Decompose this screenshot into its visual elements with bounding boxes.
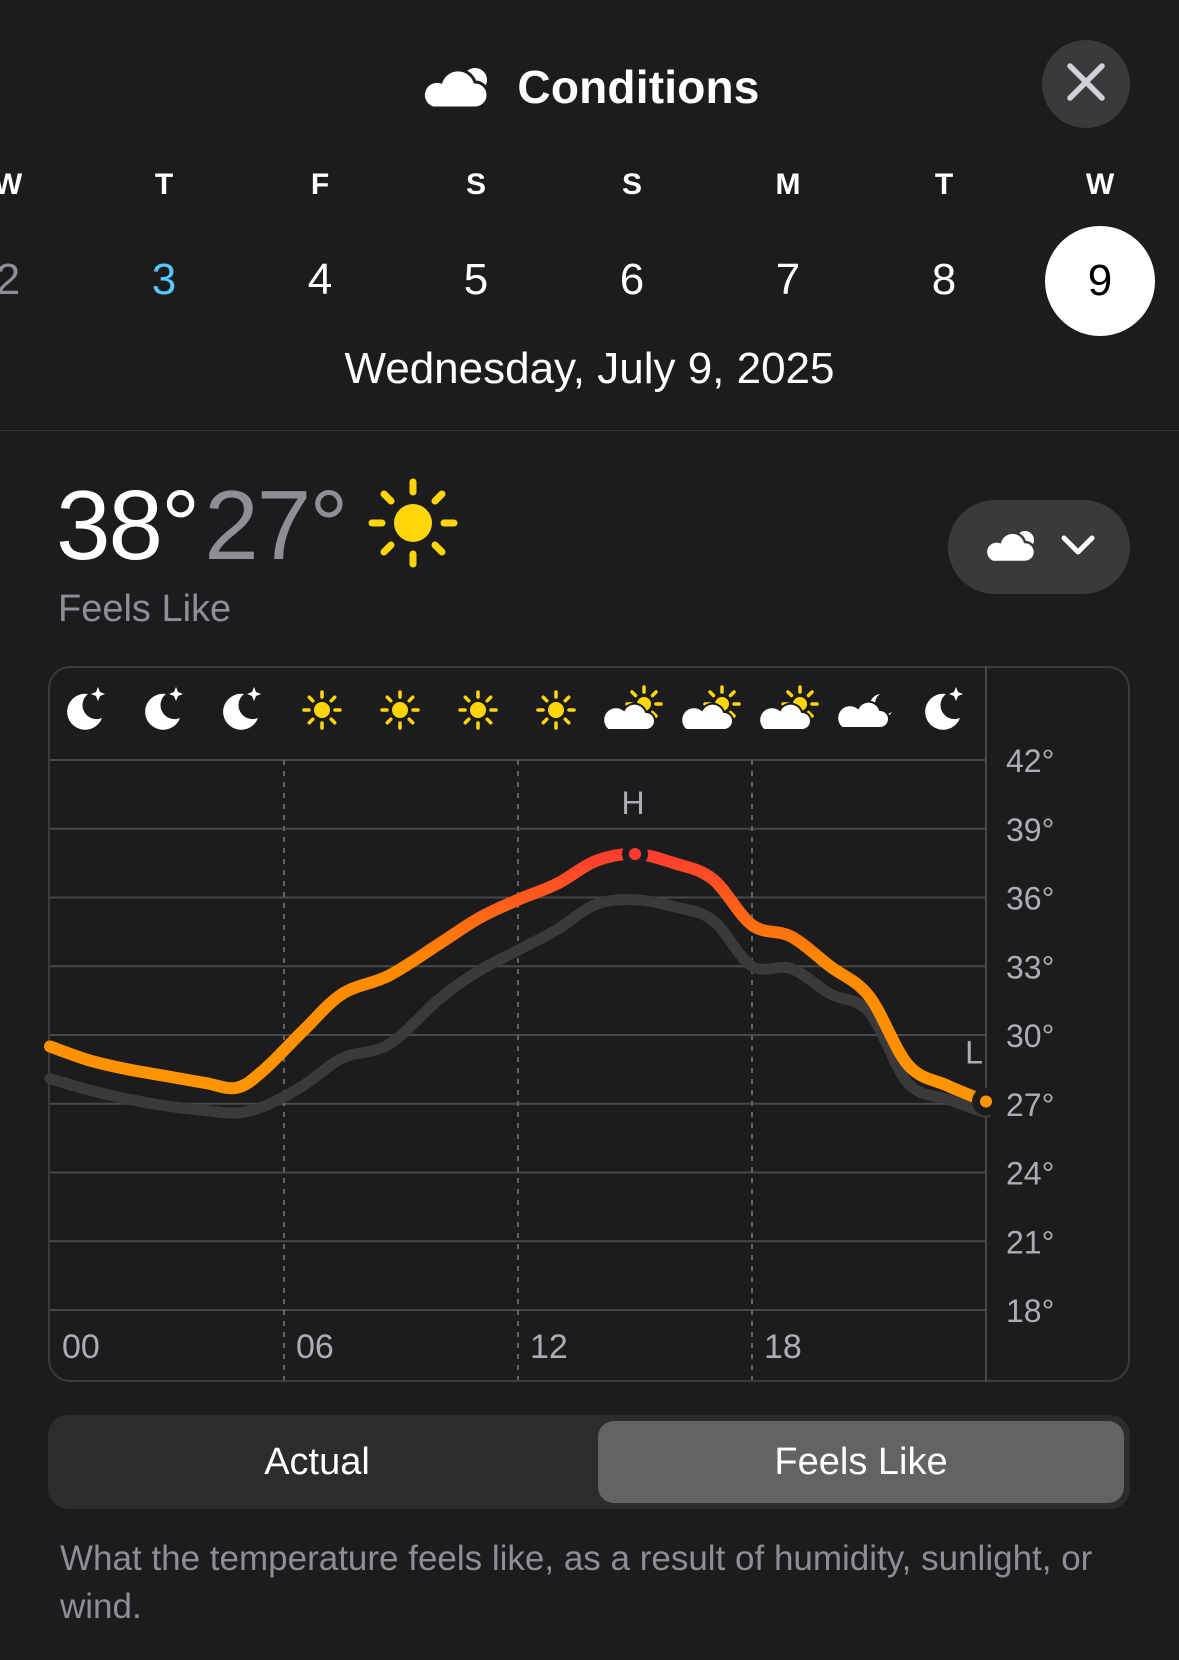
feels-like-line (44, 847, 992, 1108)
day-button-selected[interactable]: 9 (1045, 226, 1155, 336)
day-letter: M (775, 168, 801, 201)
close-button[interactable] (1042, 40, 1130, 128)
moon-stars-icon (145, 687, 183, 730)
x-tick-label: 18 (764, 1328, 802, 1366)
low-point (980, 1095, 992, 1108)
day-letter: S (465, 168, 486, 201)
y-tick-label: 36° (1006, 881, 1054, 917)
x-tick-label: 06 (296, 1328, 334, 1366)
day-button[interactable]: 2 (0, 255, 21, 304)
summary-label: Feels Like (58, 588, 232, 630)
segmented-control: Actual Feels Like (48, 1415, 1130, 1509)
moon-stars-icon (67, 687, 105, 730)
temperature-chart-svg: 42° 39° 36° 33° 30° 27° 24° 21° 18° 00 06 12 18 H L (44, 666, 1054, 1382)
selected-date: Wednesday, July 9, 2025 (344, 344, 835, 393)
x-tick-label: 12 (530, 1328, 568, 1366)
cloud-icon (983, 526, 1039, 569)
low-marker-label: L (965, 1034, 983, 1070)
segment-actual[interactable]: Actual (264, 1441, 370, 1483)
sun-icon (380, 690, 420, 730)
actual-temperature-line (44, 894, 992, 1119)
x-tick-label: 00 (62, 1328, 100, 1366)
temperature-summary: 38° 27° (56, 470, 458, 580)
day-button[interactable]: 8 (931, 255, 957, 304)
moon-stars-icon (925, 687, 963, 730)
sheet-header: Conditions (0, 52, 1179, 122)
day-letter: F (310, 168, 330, 201)
sheet-title: Conditions (517, 61, 760, 113)
sun-icon (536, 690, 576, 730)
y-tick-label: 33° (1006, 949, 1054, 985)
day-letter: T (934, 168, 954, 201)
day-letter: W (1085, 168, 1115, 201)
day-button[interactable]: 5 (463, 255, 489, 304)
y-tick-label: 39° (1006, 812, 1054, 848)
sun-cloud-icon (680, 685, 741, 731)
segment-feels-like[interactable]: Feels Like (598, 1421, 1124, 1503)
cloud-icon (419, 60, 495, 115)
y-tick-label: 30° (1006, 1018, 1054, 1054)
sun-cloud-icon (602, 685, 663, 731)
day-letter: T (154, 168, 174, 201)
moon-cloud-icon (836, 694, 892, 729)
day-button-today[interactable]: 3 (151, 255, 177, 304)
sun-icon (458, 690, 498, 730)
sun-icon (368, 478, 458, 573)
day-button[interactable]: 7 (775, 255, 801, 304)
chevron-down-icon (1061, 535, 1095, 560)
sun-icon (302, 690, 342, 730)
sun-cloud-icon (758, 685, 819, 731)
low-temperature: 27° (204, 469, 348, 580)
moon-stars-icon (223, 687, 261, 730)
day-button[interactable]: 4 (307, 255, 333, 304)
divider (0, 430, 1179, 431)
y-tick-label: 24° (1006, 1156, 1054, 1192)
day-letter: S (621, 168, 642, 201)
y-tick-label: 18° (1006, 1293, 1054, 1329)
close-icon (1066, 62, 1106, 107)
high-temperature: 38° (56, 469, 200, 580)
layer-picker-button[interactable] (948, 500, 1130, 594)
y-tick-label: 21° (1006, 1224, 1054, 1260)
day-button[interactable]: 6 (619, 255, 645, 304)
high-marker-label: H (621, 785, 644, 821)
temperature-chart[interactable] (48, 666, 1130, 1382)
day-letter: W (0, 168, 23, 201)
y-tick-label: 27° (1006, 1087, 1054, 1123)
high-point (629, 847, 641, 860)
y-tick-label: 42° (1006, 743, 1054, 779)
description-text: What the temperature feels like, as a re… (60, 1539, 1093, 1626)
